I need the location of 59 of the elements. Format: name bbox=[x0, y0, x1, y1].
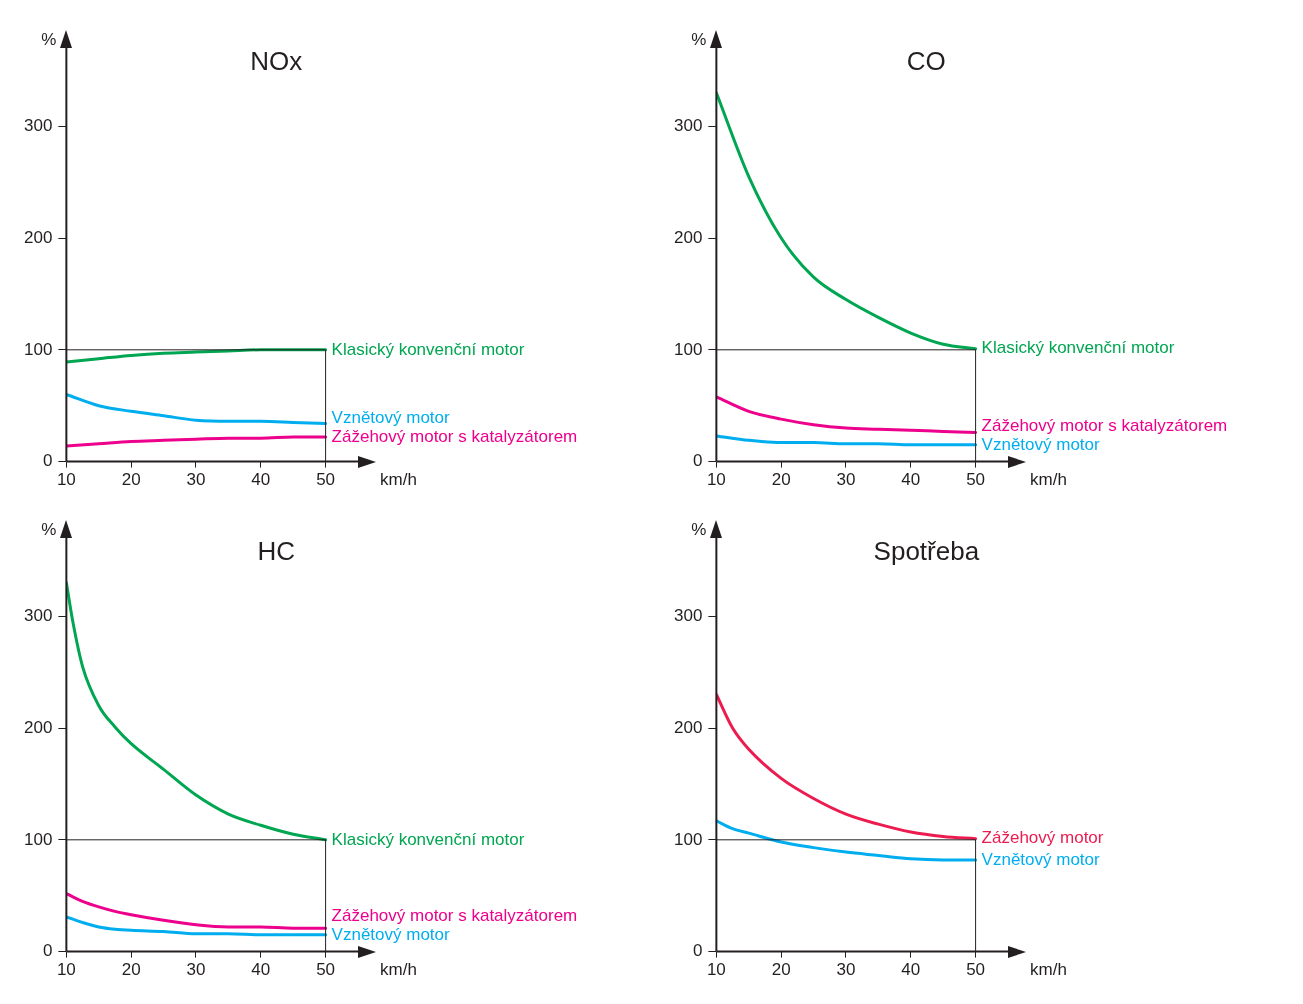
y-tick-label: 0 bbox=[692, 451, 703, 471]
chart-title: HC bbox=[257, 536, 296, 567]
y-tick-label: 300 bbox=[23, 115, 53, 135]
y-tick-label: 300 bbox=[673, 605, 703, 625]
y-axis-title: % bbox=[41, 29, 57, 49]
x-tick-label: 40 bbox=[251, 960, 271, 980]
x-tick-label: 10 bbox=[706, 960, 726, 980]
y-axis-title: % bbox=[691, 519, 707, 539]
y-tick-label: 300 bbox=[23, 605, 53, 625]
x-tick-label: 30 bbox=[836, 470, 856, 490]
x-tick-label: 20 bbox=[121, 960, 141, 980]
y-axis-title: % bbox=[41, 519, 57, 539]
x-axis-title: km/h bbox=[1030, 469, 1067, 489]
chart-title: NOx bbox=[250, 46, 303, 77]
y-tick-label: 200 bbox=[23, 717, 53, 737]
y-tick-label: 200 bbox=[23, 227, 53, 247]
series-label: Klasický konvenční motor bbox=[981, 338, 1175, 358]
chart-title: CO bbox=[906, 46, 946, 77]
series-label: Vznětový motor bbox=[331, 407, 451, 427]
y-tick-label: 300 bbox=[673, 115, 703, 135]
x-tick-label: 50 bbox=[966, 470, 986, 490]
series-label: Vznětový motor bbox=[981, 849, 1101, 869]
chart-title: Spotřeba bbox=[873, 536, 980, 567]
y-tick-label: 0 bbox=[42, 451, 53, 471]
x-tick-label: 40 bbox=[251, 470, 271, 490]
y-tick-label: 200 bbox=[673, 717, 703, 737]
x-tick-label: 30 bbox=[836, 960, 856, 980]
series-label: Zážehový motor s katalyzátorem bbox=[331, 426, 578, 446]
x-tick-label: 30 bbox=[186, 960, 206, 980]
x-tick-label: 50 bbox=[316, 960, 336, 980]
y-tick-label: 200 bbox=[673, 227, 703, 247]
y-axis-title: % bbox=[691, 29, 707, 49]
series-label: Klasický konvenční motor bbox=[331, 339, 525, 359]
x-tick-label: 30 bbox=[186, 470, 206, 490]
series-label: Zážehový motor bbox=[981, 828, 1104, 848]
series-label: Vznětový motor bbox=[331, 924, 451, 944]
y-tick-label: 100 bbox=[673, 339, 703, 359]
y-tick-label: 0 bbox=[692, 941, 703, 961]
x-tick-label: 50 bbox=[316, 470, 336, 490]
y-tick-label: 100 bbox=[23, 339, 53, 359]
x-tick-label: 20 bbox=[121, 470, 141, 490]
series-label: Klasický konvenční motor bbox=[331, 829, 525, 849]
x-tick-label: 20 bbox=[771, 470, 791, 490]
series-label: Vznětový motor bbox=[981, 434, 1101, 454]
x-axis-title: km/h bbox=[380, 469, 417, 489]
y-tick-label: 100 bbox=[23, 829, 53, 849]
x-axis-title: km/h bbox=[380, 959, 417, 979]
series-label: Zážehový motor s katalyzátorem bbox=[981, 415, 1228, 435]
x-tick-label: 10 bbox=[56, 960, 76, 980]
x-tick-label: 50 bbox=[966, 960, 986, 980]
series-label: Zážehový motor s katalyzátorem bbox=[331, 905, 578, 925]
y-tick-label: 0 bbox=[42, 941, 53, 961]
x-tick-label: 10 bbox=[56, 470, 76, 490]
x-tick-label: 40 bbox=[901, 960, 921, 980]
x-tick-label: 40 bbox=[901, 470, 921, 490]
x-tick-label: 20 bbox=[771, 960, 791, 980]
x-axis-title: km/h bbox=[1030, 959, 1067, 979]
y-tick-label: 100 bbox=[673, 829, 703, 849]
x-tick-label: 10 bbox=[706, 470, 726, 490]
